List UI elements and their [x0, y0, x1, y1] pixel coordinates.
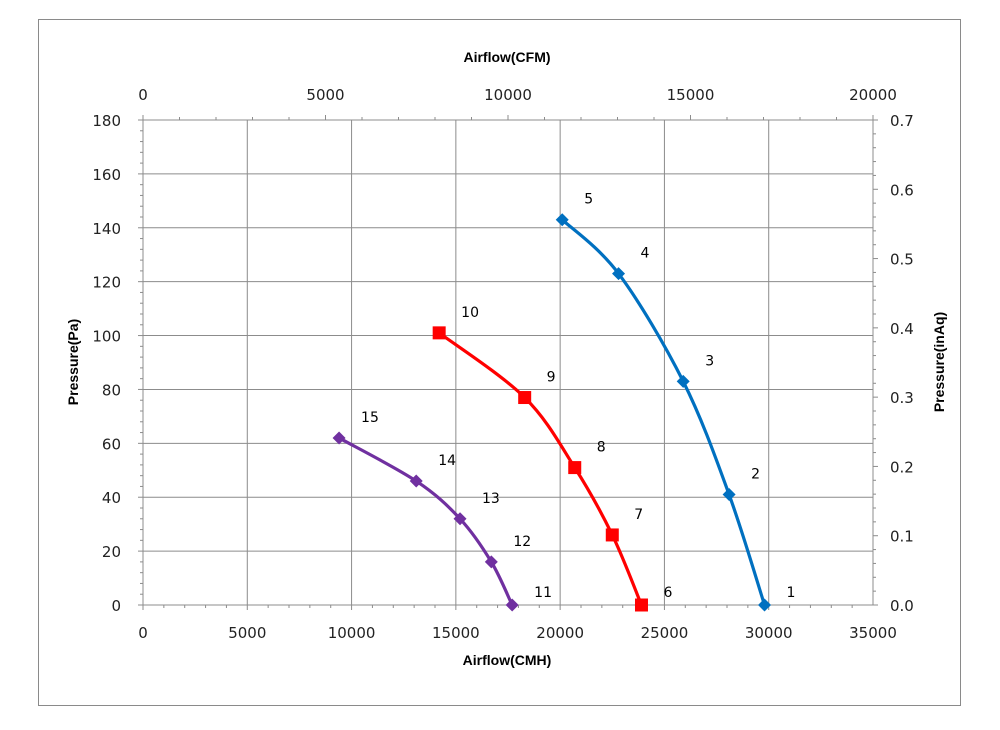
series-3-point-marker — [484, 555, 498, 569]
series-line-3 — [337, 436, 514, 607]
series-1-point-marker — [758, 598, 772, 612]
series-1-point-marker — [676, 374, 690, 388]
y-right-tick-label: 0.4 — [890, 320, 914, 338]
series-1-point-marker — [555, 213, 569, 227]
y-right-tick-label: 0.5 — [890, 251, 914, 269]
point-label: 15 — [361, 410, 379, 426]
point-label: 7 — [634, 507, 643, 523]
series-line-1 — [560, 218, 767, 607]
point-label: 5 — [584, 192, 593, 208]
x-bottom-tick-label: 15000 — [432, 624, 480, 642]
y-left-tick-label: 80 — [102, 381, 121, 399]
point-label: 14 — [438, 453, 456, 469]
series-3-point-marker — [505, 598, 519, 612]
series-line-2 — [437, 331, 644, 607]
point-label: 4 — [641, 246, 650, 262]
point-label: 9 — [547, 370, 556, 386]
x-top-tick-label: 20000 — [849, 86, 897, 104]
series-2-point-marker — [432, 326, 446, 340]
y-right-tick-label: 0.7 — [890, 112, 914, 130]
series-2-point-marker — [568, 461, 582, 475]
y-left-tick-label: 160 — [92, 166, 121, 184]
y-right-tick-label: 0.2 — [890, 458, 914, 476]
point-label: 13 — [482, 491, 500, 507]
x-bottom-tick-label: 10000 — [328, 624, 376, 642]
y-right-tick-label: 0.6 — [890, 181, 914, 199]
series-2-point-marker — [634, 598, 648, 612]
point-label: 8 — [597, 440, 606, 456]
y-left-tick-label: 20 — [102, 543, 121, 561]
series-1-point-marker — [722, 488, 736, 502]
y-left-tick-label: 100 — [92, 328, 121, 346]
series — [332, 213, 772, 612]
y-right-tick-label: 0.0 — [890, 597, 914, 615]
y-left-axis-title: Pressure(Pa) — [65, 319, 81, 405]
series-3-point-marker — [409, 474, 423, 488]
x-bottom-tick-label: 20000 — [536, 624, 584, 642]
x-top-tick-label: 0 — [138, 86, 148, 104]
y-left-tick-label: 120 — [92, 274, 121, 292]
y-right-tick-label: 0.1 — [890, 528, 914, 546]
point-label: 12 — [513, 534, 531, 550]
x-bottom-tick-label: 25000 — [641, 624, 689, 642]
grid — [143, 119, 874, 605]
y-left-tick-label: 140 — [92, 220, 121, 238]
x-bottom-tick-label: 0 — [138, 624, 148, 642]
x-top-axis-title: Airflow(CFM) — [463, 49, 550, 65]
x-bottom-tick-label: 30000 — [745, 624, 793, 642]
series-2-point-marker — [605, 528, 619, 542]
x-bottom-tick-label: 35000 — [849, 624, 897, 642]
y-left-tick-label: 60 — [102, 435, 121, 453]
point-label: 6 — [663, 585, 672, 601]
x-bottom-axis-title: Airflow(CMH) — [463, 652, 552, 668]
x-top-tick-label: 15000 — [667, 86, 715, 104]
series-3-point-marker — [453, 512, 467, 526]
y-left-tick-label: 180 — [92, 112, 121, 130]
point-label: 2 — [751, 467, 760, 483]
x-bottom-tick-label: 5000 — [228, 624, 266, 642]
chart-frame — [38, 19, 961, 706]
y-left-tick-label: 40 — [102, 489, 121, 507]
axes — [138, 115, 878, 610]
x-top-tick-label: 10000 — [484, 86, 532, 104]
point-label: 1 — [787, 585, 796, 601]
point-label: 10 — [461, 305, 479, 321]
series-2-point-marker — [518, 391, 532, 405]
y-right-axis-title: Pressure(inAq) — [931, 312, 947, 412]
y-left-tick-label: 0 — [111, 597, 121, 615]
tick-labels: 0 5000 10000 15000 20000 25000 30000 35000 0 5000… — [92, 86, 914, 642]
y-right-tick-label: 0.3 — [890, 389, 914, 407]
point-label: 11 — [534, 585, 552, 601]
point-label: 3 — [705, 353, 714, 369]
x-top-tick-label: 5000 — [306, 86, 344, 104]
series-1-point-marker — [612, 267, 626, 281]
series-3-point-marker — [332, 431, 346, 445]
